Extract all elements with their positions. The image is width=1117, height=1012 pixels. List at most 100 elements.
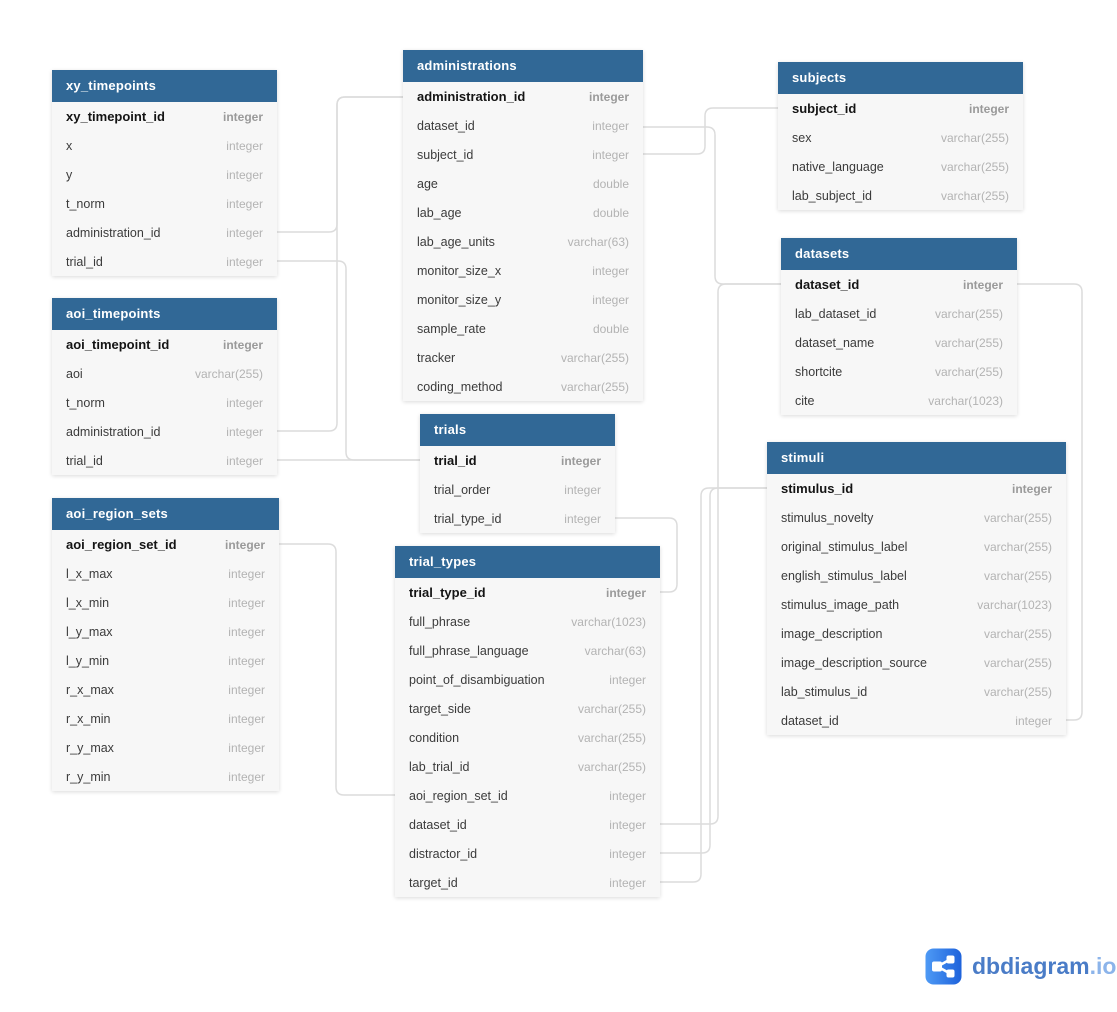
field-row-aoi_timepoints-aoi[interactable]: aoi varchar(255) — [52, 359, 277, 388]
table-administrations[interactable]: administrations administration_id integer d… — [403, 50, 643, 401]
field-row-stimuli-stimulus_image_path[interactable]: stimulus_image_path varchar(1023) — [767, 590, 1066, 619]
field-row-trial_types-aoi_region_set_id[interactable]: aoi_region_set_id integer — [395, 781, 660, 810]
field-row-administrations-tracker[interactable]: tracker varchar(255) — [403, 343, 643, 372]
table-stimuli[interactable]: stimuli stimulus_id integer stimulus_novelt… — [767, 442, 1066, 735]
dbdiagram-logo[interactable]: dbdiagram.io — [925, 948, 1116, 985]
field-name: trial_order — [434, 482, 491, 497]
field-row-administrations-subject_id[interactable]: subject_id integer — [403, 140, 643, 169]
field-row-aoi_region_sets-r_x_min[interactable]: r_x_min integer — [52, 704, 279, 733]
field-row-stimuli-dataset_id[interactable]: dataset_id integer — [767, 706, 1066, 735]
table-header-aoi_timepoints[interactable]: aoi_timepoints — [52, 298, 277, 330]
table-header-administrations[interactable]: administrations — [403, 50, 643, 82]
table-subjects[interactable]: subjects subject_id integer sex varchar(255)… — [778, 62, 1023, 210]
field-name: full_phrase — [409, 614, 471, 629]
field-row-aoi_timepoints-trial_id[interactable]: trial_id integer — [52, 446, 277, 475]
field-row-aoi_region_sets-r_y_max[interactable]: r_y_max integer — [52, 733, 279, 762]
field-row-administrations-monitor_size_y[interactable]: monitor_size_y integer — [403, 285, 643, 314]
field-row-aoi_timepoints-administration_id[interactable]: administration_id integer — [52, 417, 277, 446]
field-row-stimuli-lab_stimulus_id[interactable]: lab_stimulus_id varchar(255) — [767, 677, 1066, 706]
table-datasets[interactable]: datasets dataset_id integer lab_dataset_id v… — [781, 238, 1017, 415]
field-row-trial_types-trial_type_id[interactable]: trial_type_id integer — [395, 578, 660, 607]
field-row-xy_timepoints-administration_id[interactable]: administration_id integer — [52, 218, 277, 247]
field-row-trial_types-full_phrase_language[interactable]: full_phrase_language varchar(63) — [395, 636, 660, 665]
field-row-trials-trial_id[interactable]: trial_id integer — [420, 446, 615, 475]
field-row-trial_types-target_side[interactable]: target_side varchar(255) — [395, 694, 660, 723]
field-row-administrations-sample_rate[interactable]: sample_rate double — [403, 314, 643, 343]
field-row-datasets-shortcite[interactable]: shortcite varchar(255) — [781, 357, 1017, 386]
table-header-trials[interactable]: trials — [420, 414, 615, 446]
field-row-xy_timepoints-t_norm[interactable]: t_norm integer — [52, 189, 277, 218]
field-row-subjects-subject_id[interactable]: subject_id integer — [778, 94, 1023, 123]
table-header-aoi_region_sets[interactable]: aoi_region_sets — [52, 498, 279, 530]
table-header-trial_types[interactable]: trial_types — [395, 546, 660, 578]
field-name: subject_id — [417, 147, 474, 162]
field-row-stimuli-english_stimulus_label[interactable]: english_stimulus_label varchar(255) — [767, 561, 1066, 590]
field-row-subjects-sex[interactable]: sex varchar(255) — [778, 123, 1023, 152]
field-row-stimuli-stimulus_id[interactable]: stimulus_id integer — [767, 474, 1066, 503]
field-name: aoi — [66, 366, 83, 381]
field-row-subjects-lab_subject_id[interactable]: lab_subject_id varchar(255) — [778, 181, 1023, 210]
field-type: varchar(255) — [940, 188, 1009, 203]
field-row-trials-trial_type_id[interactable]: trial_type_id integer — [420, 504, 615, 533]
table-header-stimuli[interactable]: stimuli — [767, 442, 1066, 474]
relationship-aoi_timepoints.administration_id--administrations.administration_id — [277, 96, 403, 432]
field-row-subjects-native_language[interactable]: native_language varchar(255) — [778, 152, 1023, 181]
field-row-stimuli-stimulus_novelty[interactable]: stimulus_novelty varchar(255) — [767, 503, 1066, 532]
field-row-datasets-cite[interactable]: cite varchar(1023) — [781, 386, 1017, 415]
field-row-administrations-monitor_size_x[interactable]: monitor_size_x integer — [403, 256, 643, 285]
field-row-stimuli-image_description_source[interactable]: image_description_source varchar(255) — [767, 648, 1066, 677]
field-row-administrations-age[interactable]: age double — [403, 169, 643, 198]
field-row-aoi_region_sets-l_x_max[interactable]: l_x_max integer — [52, 559, 279, 588]
field-row-trial_types-full_phrase[interactable]: full_phrase varchar(1023) — [395, 607, 660, 636]
field-row-administrations-lab_age[interactable]: lab_age double — [403, 198, 643, 227]
field-row-administrations-coding_method[interactable]: coding_method varchar(255) — [403, 372, 643, 401]
field-row-stimuli-image_description[interactable]: image_description varchar(255) — [767, 619, 1066, 648]
relationship-trial_types.distractor_id--stimuli.stimulus_id — [660, 487, 767, 854]
field-row-aoi_region_sets-r_y_min[interactable]: r_y_min integer — [52, 762, 279, 791]
field-type: integer — [962, 277, 1003, 292]
field-type: integer — [564, 511, 601, 526]
field-row-aoi_region_sets-l_x_min[interactable]: l_x_min integer — [52, 588, 279, 617]
field-row-trial_types-point_of_disambiguation[interactable]: point_of_disambiguation integer — [395, 665, 660, 694]
field-row-aoi_region_sets-l_y_max[interactable]: l_y_max integer — [52, 617, 279, 646]
field-row-administrations-dataset_id[interactable]: dataset_id integer — [403, 111, 643, 140]
field-row-datasets-dataset_name[interactable]: dataset_name varchar(255) — [781, 328, 1017, 357]
field-row-trial_types-dataset_id[interactable]: dataset_id integer — [395, 810, 660, 839]
relationship-aoi_region_sets.aoi_region_set_id--trial_types.aoi_region_set_id — [279, 543, 395, 796]
field-row-aoi_timepoints-aoi_timepoint_id[interactable]: aoi_timepoint_id integer — [52, 330, 277, 359]
table-trial_types[interactable]: trial_types trial_type_id integer full_phra… — [395, 546, 660, 897]
field-row-aoi_region_sets-l_y_min[interactable]: l_y_min integer — [52, 646, 279, 675]
field-type: integer — [222, 109, 263, 124]
table-header-subjects[interactable]: subjects — [778, 62, 1023, 94]
field-row-trial_types-distractor_id[interactable]: distractor_id integer — [395, 839, 660, 868]
relationship-trial_types.target_id--stimuli.stimulus_id — [660, 487, 767, 883]
field-row-administrations-lab_age_units[interactable]: lab_age_units varchar(63) — [403, 227, 643, 256]
field-name: image_description_source — [781, 655, 927, 670]
relationship-administrations.subject_id--subjects.subject_id — [643, 107, 778, 155]
field-row-trial_types-lab_trial_id[interactable]: lab_trial_id varchar(255) — [395, 752, 660, 781]
field-row-trials-trial_order[interactable]: trial_order integer — [420, 475, 615, 504]
field-row-xy_timepoints-trial_id[interactable]: trial_id integer — [52, 247, 277, 276]
field-type: integer — [228, 682, 265, 697]
table-aoi_region_sets[interactable]: aoi_region_sets aoi_region_set_id integer l… — [52, 498, 279, 791]
relationship-datasets.dataset_id--stimuli.dataset_id — [1017, 283, 1083, 721]
field-row-trial_types-condition[interactable]: condition varchar(255) — [395, 723, 660, 752]
field-row-aoi_region_sets-aoi_region_set_id[interactable]: aoi_region_set_id integer — [52, 530, 279, 559]
table-header-datasets[interactable]: datasets — [781, 238, 1017, 270]
table-trials[interactable]: trials trial_id integer trial_order integer t… — [420, 414, 615, 533]
field-row-xy_timepoints-xy_timepoint_id[interactable]: xy_timepoint_id integer — [52, 102, 277, 131]
field-row-datasets-lab_dataset_id[interactable]: lab_dataset_id varchar(255) — [781, 299, 1017, 328]
field-row-trial_types-target_id[interactable]: target_id integer — [395, 868, 660, 897]
table-aoi_timepoints[interactable]: aoi_timepoints aoi_timepoint_id integer aoi… — [52, 298, 277, 475]
field-row-datasets-dataset_id[interactable]: dataset_id integer — [781, 270, 1017, 299]
field-row-aoi_timepoints-t_norm[interactable]: t_norm integer — [52, 388, 277, 417]
field-row-aoi_region_sets-r_x_max[interactable]: r_x_max integer — [52, 675, 279, 704]
field-row-stimuli-original_stimulus_label[interactable]: original_stimulus_label varchar(255) — [767, 532, 1066, 561]
field-row-administrations-administration_id[interactable]: administration_id integer — [403, 82, 643, 111]
field-row-xy_timepoints-x[interactable]: x integer — [52, 131, 277, 160]
field-type: integer — [226, 196, 263, 211]
field-row-xy_timepoints-y[interactable]: y integer — [52, 160, 277, 189]
table-xy_timepoints[interactable]: xy_timepoints xy_timepoint_id integer x inte… — [52, 70, 277, 276]
table-header-xy_timepoints[interactable]: xy_timepoints — [52, 70, 277, 102]
